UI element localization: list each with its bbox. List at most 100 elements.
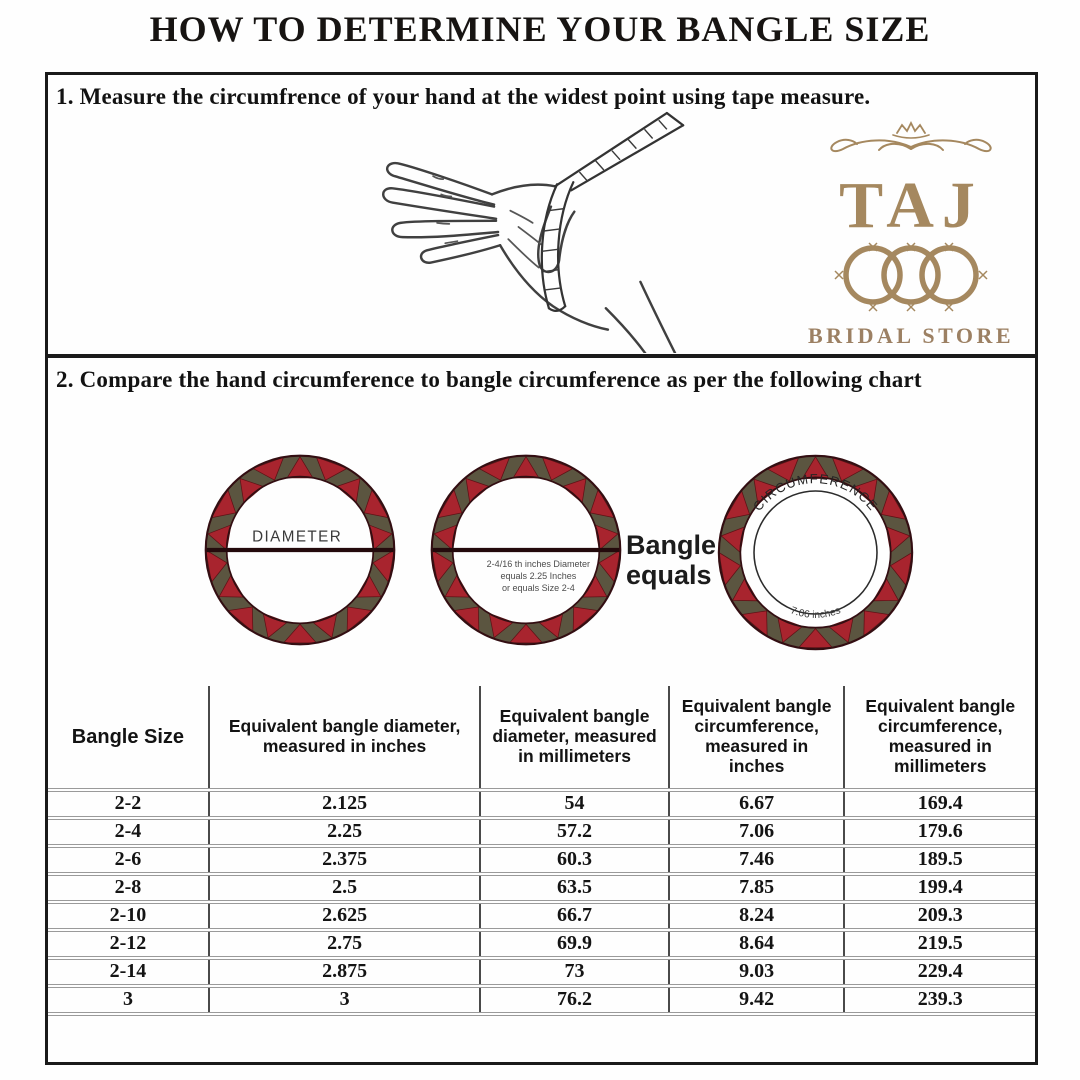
column-header: Equivalent bangle circumference, measure… bbox=[667, 686, 845, 790]
table-row: 2-6 2.375 60.3 7.46 189.5 bbox=[48, 846, 1035, 874]
bangle-pattern-triangle bbox=[741, 610, 768, 637]
logo-ring-sparkles bbox=[834, 242, 988, 312]
hand-tape-measure-illustration bbox=[382, 111, 685, 353]
bangle-pattern-triangle bbox=[363, 489, 389, 519]
bangle-equals-label: Bangle equals bbox=[626, 530, 736, 590]
bangle-pattern-triangle bbox=[589, 489, 615, 519]
bangle-pattern-triangle bbox=[346, 606, 373, 632]
table-cell: 2-6 bbox=[114, 848, 142, 870]
bangle-pattern-triangle bbox=[218, 574, 245, 598]
bangle-outer-edge bbox=[204, 454, 396, 646]
table-row: 2-12 2.75 69.9 8.64 219.5 bbox=[48, 930, 1035, 958]
bangle-pattern-triangle bbox=[581, 574, 608, 598]
bangle-pattern-triangle bbox=[562, 478, 587, 504]
step-1-heading: 1. Measure the circumfrence of your hand… bbox=[56, 84, 871, 109]
bangle-pattern-triangle bbox=[227, 606, 254, 632]
bangle-pattern-triangle bbox=[488, 613, 514, 639]
table-cell: 2-14 bbox=[109, 960, 147, 982]
bangle-pattern-triangle bbox=[720, 526, 746, 553]
table-cell: 63.5 bbox=[479, 874, 669, 902]
table-cell: 2.75 bbox=[207, 930, 481, 958]
table-row: 2-4 2.25 57.2 7.06 179.6 bbox=[48, 818, 1035, 846]
bangle-pattern-triangle bbox=[538, 613, 564, 639]
bangle-outer-edge bbox=[717, 454, 914, 651]
bangle-outer-edge bbox=[430, 454, 622, 646]
bangle-pattern-triangle bbox=[283, 623, 317, 644]
column-header: Bangle Size bbox=[71, 725, 185, 748]
table-cell: 209.3 bbox=[843, 902, 1035, 930]
table-cell: 8.64 bbox=[667, 930, 845, 958]
bangle-pattern-triangle bbox=[453, 606, 480, 632]
step-2-heading: 2. Compare the hand circumference to ban… bbox=[56, 367, 922, 392]
bangle-pattern-triangle bbox=[872, 577, 899, 602]
bangle-pattern-triangle bbox=[286, 456, 314, 479]
table-cell: 229.4 bbox=[843, 958, 1035, 986]
bangle-pattern-triangle bbox=[831, 456, 865, 482]
table-cell: 3 bbox=[122, 988, 133, 1010]
bangle-pattern-triangle bbox=[465, 478, 490, 504]
table-cell: 9.03 bbox=[667, 958, 845, 986]
example-note-line: 2-4/16 th inches Diameter bbox=[487, 559, 590, 569]
table-cell: 7.46 bbox=[667, 846, 845, 874]
bangle-pattern-triangle bbox=[885, 526, 911, 553]
bangle-pattern-triangle bbox=[598, 549, 621, 583]
bangle-pattern-triangle bbox=[766, 456, 800, 482]
bangle-pattern-triangle bbox=[594, 524, 619, 551]
hand-illustration bbox=[382, 161, 677, 353]
header-row: Bangle Size Equivalent bangle diameter, m… bbox=[48, 686, 1035, 790]
bangle-pattern-triangle bbox=[433, 524, 458, 551]
table-cell: 2.125 bbox=[207, 790, 481, 818]
bangle-pattern-triangle bbox=[732, 577, 759, 602]
table-row: 2-10 2.625 66.7 8.24 209.3 bbox=[48, 902, 1035, 930]
bangle-pattern-triangle bbox=[890, 552, 913, 586]
bangle-pattern-triangle bbox=[798, 628, 833, 649]
bangle-pattern-triangle bbox=[205, 549, 228, 583]
table-cell: 189.5 bbox=[843, 846, 1035, 874]
bangle-pattern-triangle bbox=[355, 574, 382, 598]
table-cell: 179.6 bbox=[843, 818, 1035, 846]
bangle-pattern-triangle bbox=[753, 478, 779, 505]
bangle-pattern-triangle bbox=[572, 606, 599, 632]
table-cell: 2.25 bbox=[207, 818, 481, 846]
table-cell: 2-12 bbox=[109, 932, 147, 954]
bangle-pattern-triangle bbox=[718, 552, 741, 586]
bangle-pattern-triangle bbox=[881, 490, 907, 520]
section-compare-chart: 2. Compare the hand circumference to ban… bbox=[48, 358, 1035, 686]
table-cell: 199.4 bbox=[843, 874, 1035, 902]
table-cell: 8.24 bbox=[667, 902, 845, 930]
bangle-equals-line2: equals bbox=[626, 560, 712, 591]
table-cell: 9.42 bbox=[667, 986, 845, 1014]
bangle-size-example-diagram: 2-4/16 th inches Diameter equals 2.25 Inc… bbox=[430, 454, 622, 646]
table-row: 3 3 76.2 9.42 239.3 bbox=[48, 986, 1035, 1014]
bangle-pattern-triangle bbox=[542, 456, 574, 481]
column-header: Equivalent bangle diameter, measured in … bbox=[207, 686, 481, 790]
circumference-inner-circle bbox=[753, 490, 878, 615]
bangle-diameter-diagram: DIAMETER bbox=[204, 454, 396, 646]
palm-crease-lines bbox=[432, 175, 542, 269]
instruction-box: 1. Measure the circumfrence of your hand… bbox=[45, 72, 1038, 1065]
bangle-pattern-triangle bbox=[863, 610, 890, 637]
table-cell: 7.06 bbox=[667, 818, 845, 846]
bangle-pattern-triangle bbox=[512, 456, 540, 479]
table-cell: 2.625 bbox=[207, 902, 481, 930]
example-note-line: equals 2.25 Inches bbox=[500, 571, 576, 581]
bangle-pattern-triangle bbox=[509, 623, 543, 644]
table-cell: 2-8 bbox=[114, 876, 142, 898]
section-measure-hand: 1. Measure the circumfrence of your hand… bbox=[48, 75, 1035, 358]
bangle-inner-edge bbox=[739, 476, 892, 629]
bangle-pattern-triangle bbox=[336, 478, 361, 504]
table-cell: 60.3 bbox=[479, 846, 669, 874]
bangle-pattern-triangle bbox=[724, 490, 750, 520]
bangle-pattern-triangle bbox=[802, 456, 829, 479]
bangle-pattern-triangle bbox=[252, 456, 284, 481]
bangle-pattern-triangle bbox=[852, 478, 878, 505]
bangle-equals-line1: Bangle bbox=[626, 530, 717, 560]
bangle-pattern-triangle bbox=[312, 613, 338, 639]
table-cell: 76.2 bbox=[479, 986, 669, 1014]
bangle-pattern-triangle bbox=[431, 549, 454, 583]
brand-logo: TAJ BRIDAL STORE bbox=[808, 120, 1011, 348]
bangle-pattern-triangle bbox=[368, 524, 393, 551]
bangle-pattern-triangle bbox=[207, 524, 232, 551]
logo-rings bbox=[843, 245, 979, 305]
example-note-line: or equals Size 2-4 bbox=[502, 583, 575, 593]
